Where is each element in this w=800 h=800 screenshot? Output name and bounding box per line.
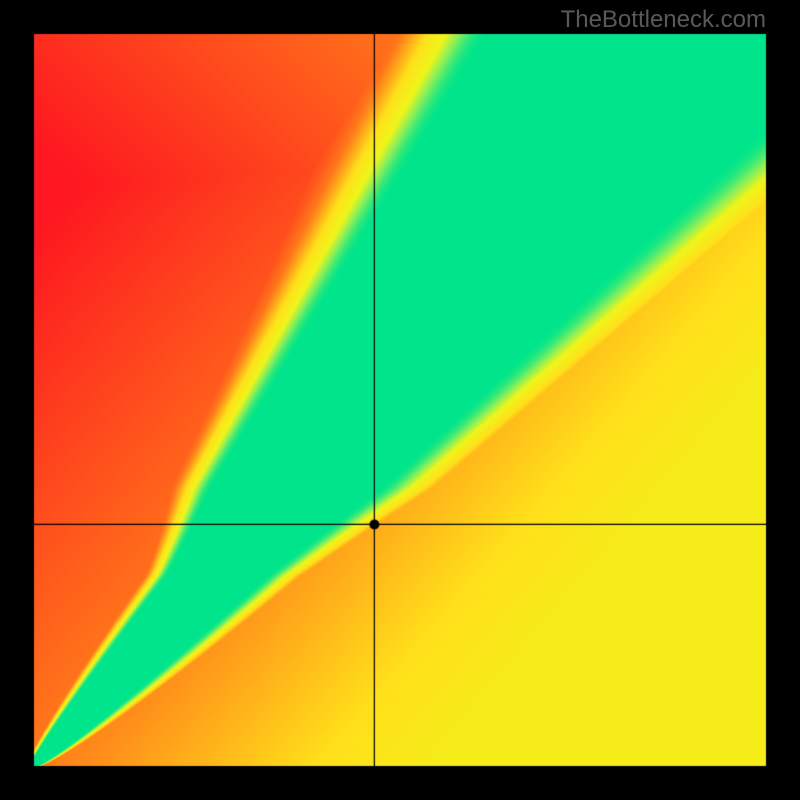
bottleneck-heatmap	[0, 0, 800, 800]
watermark-text: TheBottleneck.com	[561, 6, 766, 34]
chart-container: TheBottleneck.com	[0, 0, 800, 800]
